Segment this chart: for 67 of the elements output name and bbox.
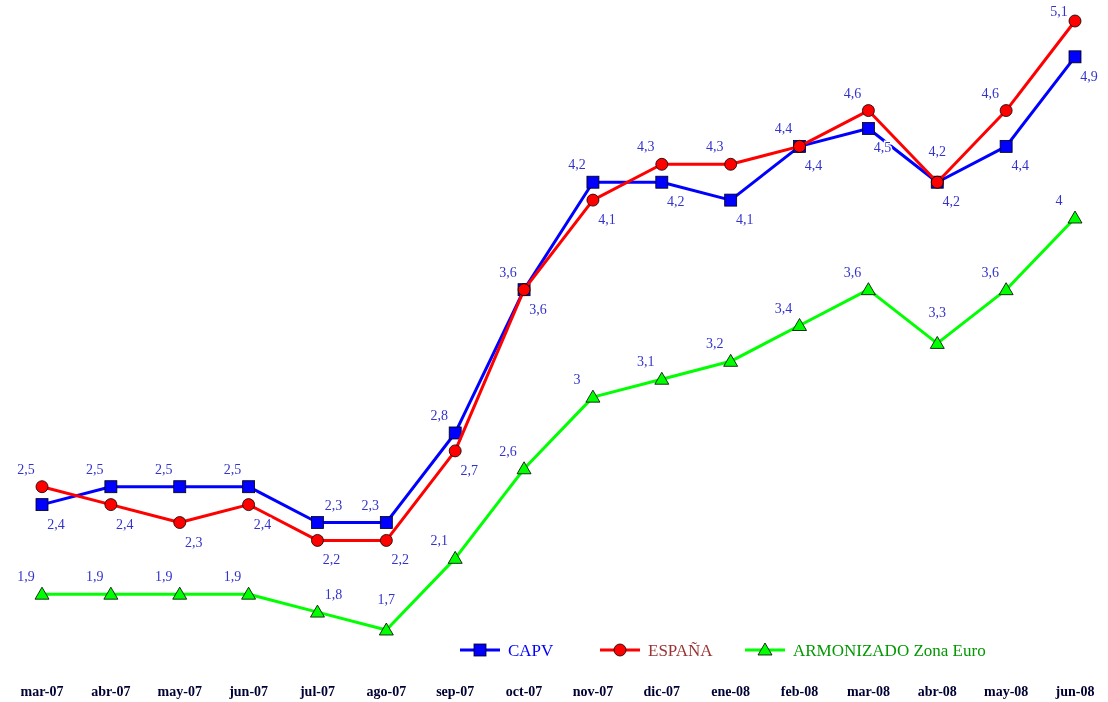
data-label: 3,4 — [774, 300, 793, 316]
x-tick-label: dic-07 — [643, 684, 681, 699]
data-label: 4 — [1055, 193, 1063, 209]
data-label: 2,5 — [86, 461, 104, 477]
x-tick-label: may-07 — [157, 684, 202, 699]
data-label: 3,6 — [981, 264, 999, 280]
data-label: 1,9 — [17, 569, 35, 585]
data-label: 3,2 — [705, 336, 724, 352]
x-tick-label: oct-07 — [505, 684, 543, 699]
x-tick-label: feb-08 — [780, 684, 819, 699]
data-label: 3 — [573, 372, 581, 388]
x-tick-label: jul-07 — [298, 684, 335, 699]
data-label: 4,1 — [735, 212, 754, 228]
data-label: 2,5 — [154, 461, 173, 477]
data-label: 2,4 — [47, 516, 65, 532]
data-label: 2,7 — [460, 462, 478, 478]
data-label: 4,9 — [1080, 68, 1098, 84]
x-tick-label: abr-08 — [917, 684, 957, 699]
data-label: 4,3 — [705, 139, 724, 155]
data-label: 1,9 — [223, 569, 242, 585]
data-label: 2,5 — [17, 461, 35, 477]
legend-label: ESPAÑA — [648, 641, 714, 660]
x-tick-label: mar-08 — [846, 684, 890, 699]
x-tick-label: mar-07 — [20, 684, 64, 699]
x-tick-label: jun-08 — [1054, 684, 1095, 699]
x-tick-label: sep-07 — [436, 684, 475, 699]
data-label: 4,4 — [1011, 158, 1029, 174]
data-label: 2,8 — [430, 407, 448, 423]
data-label: 4,5 — [873, 140, 892, 156]
data-label: 1,8 — [324, 587, 343, 603]
data-label: 1,7 — [377, 592, 396, 607]
data-label: 4,6 — [843, 85, 862, 101]
data-label: 4,3 — [637, 139, 655, 155]
data-label: 4,2 — [667, 194, 685, 210]
data-label: 2,5 — [223, 461, 242, 477]
data-label: 4,2 — [942, 194, 961, 210]
data-label: 3,3 — [928, 305, 947, 321]
data-label: 4,4 — [804, 158, 823, 174]
data-label: 1,9 — [154, 569, 173, 585]
data-label: 2,4 — [253, 516, 272, 532]
data-label: 2,3 — [361, 497, 380, 513]
data-label: 2,4 — [116, 516, 134, 532]
data-label: 2,2 — [391, 552, 410, 568]
data-label: 3,6 — [843, 264, 862, 280]
data-label: 4,4 — [774, 121, 793, 137]
x-tick-label: abr-07 — [91, 684, 131, 699]
data-label: 2,1 — [430, 533, 448, 549]
x-tick-label: ene-08 — [711, 684, 751, 699]
data-label: 4,2 — [928, 144, 947, 160]
data-label: 3,6 — [499, 264, 517, 280]
data-label: 2,3 — [184, 534, 203, 550]
x-tick-label: may-08 — [983, 684, 1029, 699]
data-label: 2,6 — [499, 443, 517, 459]
x-tick-label: nov-07 — [572, 684, 614, 699]
data-label: 3,1 — [637, 354, 655, 370]
data-label: 1,9 — [86, 569, 104, 585]
data-label: 2,3 — [324, 497, 343, 513]
x-tick-label: ago-07 — [366, 684, 407, 699]
legend-label: CAPV — [508, 641, 555, 660]
data-label: 4,1 — [598, 212, 616, 228]
data-label: 3,6 — [529, 301, 547, 317]
data-label: 4,6 — [981, 85, 999, 101]
x-tick-label: jun-07 — [228, 684, 269, 699]
data-label: 5,1 — [1050, 4, 1068, 19]
data-label: 2,2 — [322, 552, 341, 568]
legend-label: ARMONIZADO Zona Euro — [793, 641, 986, 660]
data-label: 4,2 — [568, 157, 586, 173]
